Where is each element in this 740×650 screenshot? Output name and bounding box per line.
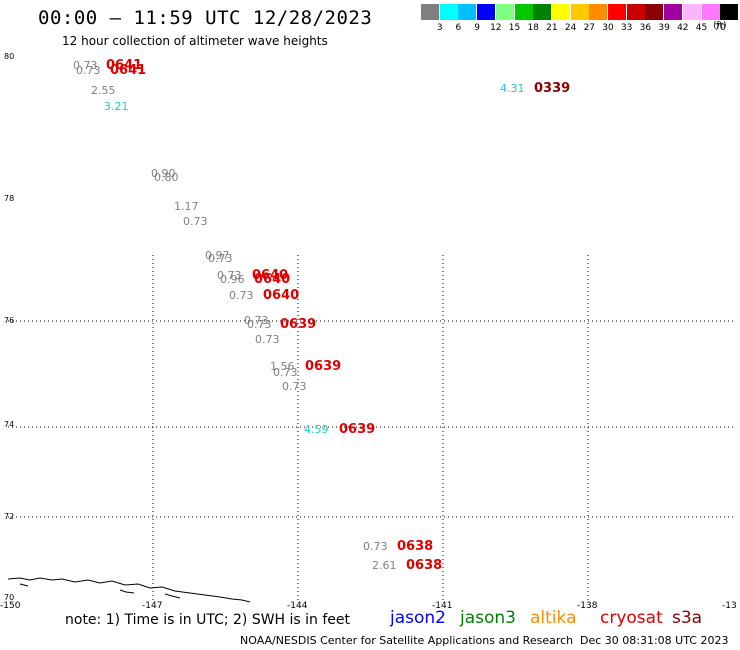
scale-tick: 12 bbox=[490, 23, 502, 33]
wave-height-label: 0.73 bbox=[273, 366, 298, 379]
scale-tick: 3 bbox=[436, 23, 443, 33]
lon-label: -13 bbox=[722, 601, 737, 611]
lat-label: 78 bbox=[4, 194, 15, 203]
scale-swatch bbox=[495, 4, 514, 20]
scale-swatch bbox=[720, 4, 739, 20]
map-subtitle: 12 hour collection of altimeter wave hei… bbox=[62, 34, 328, 48]
pass-time-label: 0641 bbox=[106, 58, 142, 73]
lon-label: -144 bbox=[287, 601, 308, 611]
pass-time-label: 0640 bbox=[263, 288, 299, 303]
scale-tick: 33 bbox=[620, 23, 633, 33]
wave-height-label: 0.80 bbox=[154, 171, 179, 184]
lon-label: -141 bbox=[432, 601, 453, 611]
lon-label: -150 bbox=[0, 601, 21, 611]
timestamp: Dec 30 08:31:08 UTC 2023 bbox=[580, 634, 729, 647]
wave-height-label: 0.90 bbox=[151, 167, 176, 180]
wave-height-label: 0.97 bbox=[205, 249, 230, 262]
scale-tick: 36 bbox=[639, 23, 652, 33]
wave-height-label: 2.61 bbox=[372, 559, 397, 572]
pass-time-label: 0639 bbox=[339, 422, 375, 437]
wave-height-label: 0.73 bbox=[73, 59, 98, 72]
scale-tick: 6 bbox=[455, 23, 462, 33]
wave-height-label: 3.21 bbox=[104, 100, 129, 113]
scale-tick: 15 bbox=[508, 23, 521, 33]
wave-height-label: 1.56 bbox=[270, 360, 295, 373]
lon-label: -138 bbox=[577, 601, 598, 611]
scale-unit: (ft) bbox=[713, 21, 727, 31]
scale-tick: 70 bbox=[714, 23, 726, 33]
pass-time-label: 0640 bbox=[254, 272, 290, 287]
scale-swatch bbox=[608, 4, 626, 20]
map-title: 00:00 – 11:59 UTC 12/28/2023 bbox=[38, 7, 373, 29]
scale-swatch bbox=[439, 4, 458, 20]
wave-height-label: 0.73 bbox=[229, 289, 254, 302]
pass-time-label: 0639 bbox=[280, 317, 316, 332]
scale-tick: 18 bbox=[527, 23, 539, 33]
scale-tick: 39 bbox=[658, 23, 670, 33]
scale-swatch bbox=[682, 4, 701, 20]
scale-swatch bbox=[664, 4, 683, 20]
pass-time-label: 0339 bbox=[534, 81, 570, 96]
wave-height-label: 1.17 bbox=[174, 200, 199, 213]
footnote: note: 1) Time is in UTC; 2) SWH is in fe… bbox=[65, 612, 351, 628]
scale-tick: 45 bbox=[695, 23, 708, 33]
lat-label: 70 bbox=[4, 593, 15, 602]
wave-height-label: 0.73 bbox=[255, 333, 280, 346]
scale-swatch bbox=[701, 4, 720, 20]
scale-swatch bbox=[645, 4, 664, 20]
wave-height-label: 0.73 bbox=[282, 380, 307, 393]
scale-swatch bbox=[570, 4, 589, 20]
wave-height-label: 0.73 bbox=[217, 269, 242, 282]
scale-swatch bbox=[514, 4, 533, 20]
scale-swatch bbox=[477, 4, 496, 20]
wave-height-label: 0.96 bbox=[220, 273, 245, 286]
lon-label: -147 bbox=[142, 601, 163, 611]
scale-tick: 21 bbox=[546, 23, 558, 33]
mission-jason2: jason2 bbox=[390, 608, 446, 628]
wave-height-label: 0.73 bbox=[183, 215, 208, 228]
lat-label: 74 bbox=[4, 420, 15, 429]
pass-time-label: 0640 bbox=[252, 268, 288, 283]
scale-tick: 30 bbox=[602, 23, 614, 33]
lat-label: 76 bbox=[4, 316, 15, 325]
scale-tick: 9 bbox=[474, 23, 480, 33]
pass-time-label: 0639 bbox=[305, 359, 341, 374]
scale-tick: 42 bbox=[677, 23, 689, 33]
pass-time-label: 0641 bbox=[110, 63, 146, 78]
credit: NOAA/NESDIS Center for Satellite Applica… bbox=[240, 634, 574, 647]
lat-label: 72 bbox=[4, 512, 15, 521]
mission-s3a: s3a bbox=[672, 608, 703, 628]
scale-swatch bbox=[589, 4, 608, 20]
scale-swatch bbox=[551, 4, 570, 20]
scale-swatch bbox=[421, 4, 439, 20]
scale-swatch bbox=[458, 4, 477, 20]
wave-height-label: 0.73 bbox=[363, 540, 388, 553]
coastline bbox=[7, 577, 251, 603]
scale-tick: 27 bbox=[583, 23, 596, 33]
wave-height-label: 4.31 bbox=[500, 82, 525, 95]
wave-height-label: 0.73 bbox=[247, 318, 272, 331]
pass-time-label: 0638 bbox=[397, 539, 433, 554]
lat-label: 80 bbox=[4, 52, 15, 61]
pass-time-label: 0638 bbox=[406, 558, 442, 573]
wave-height-label: 0.73 bbox=[76, 64, 101, 77]
wave-height-label: 2.55 bbox=[91, 84, 116, 97]
mission-jason3: jason3 bbox=[460, 608, 516, 628]
mission-cryosat: cryosat bbox=[600, 608, 663, 628]
wave-height-label: 0.73 bbox=[244, 314, 269, 327]
scale-swatch bbox=[626, 4, 645, 20]
scale-swatch bbox=[533, 4, 552, 20]
color-scale-legend: 3 6 9 12 15 18 21 24 27 30 33 36 39 42 45 70 (ft) bbox=[421, 4, 740, 36]
wave-height-label: 0.73 bbox=[208, 252, 233, 265]
mission-altika: altika bbox=[530, 608, 577, 628]
wave-height-label: 4.59 bbox=[304, 423, 329, 436]
scale-tick: 24 bbox=[564, 23, 577, 33]
